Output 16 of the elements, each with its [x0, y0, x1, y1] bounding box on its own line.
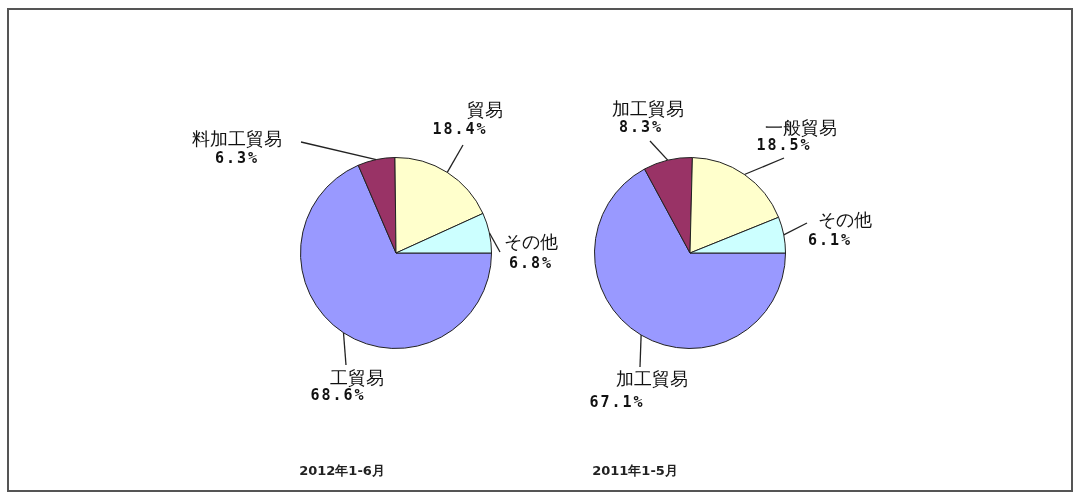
text: 2011年1-5月 — [591, 462, 679, 480]
slice-label: 料加工貿易 — [192, 127, 282, 149]
slice-label: 一般貿易 — [765, 116, 837, 138]
slice-label: その他 — [504, 230, 558, 252]
slice-label: 加工貿易 — [616, 367, 688, 389]
data-label: 67.1% — [589, 392, 645, 411]
data-label: 18.4% — [432, 119, 488, 138]
slice-label: その他 — [818, 208, 872, 230]
slice-label: 貿易 — [467, 98, 503, 120]
text: 2012年1-6月 — [298, 462, 386, 480]
data-label: 6.8% — [508, 253, 554, 272]
data-label: 6.1% — [807, 230, 853, 249]
data-label: 6.3% — [214, 148, 260, 167]
slice-label: 工貿易 — [330, 366, 384, 388]
slice-label: 加工貿易 — [612, 97, 684, 119]
data-label: 8.3% — [618, 117, 664, 136]
